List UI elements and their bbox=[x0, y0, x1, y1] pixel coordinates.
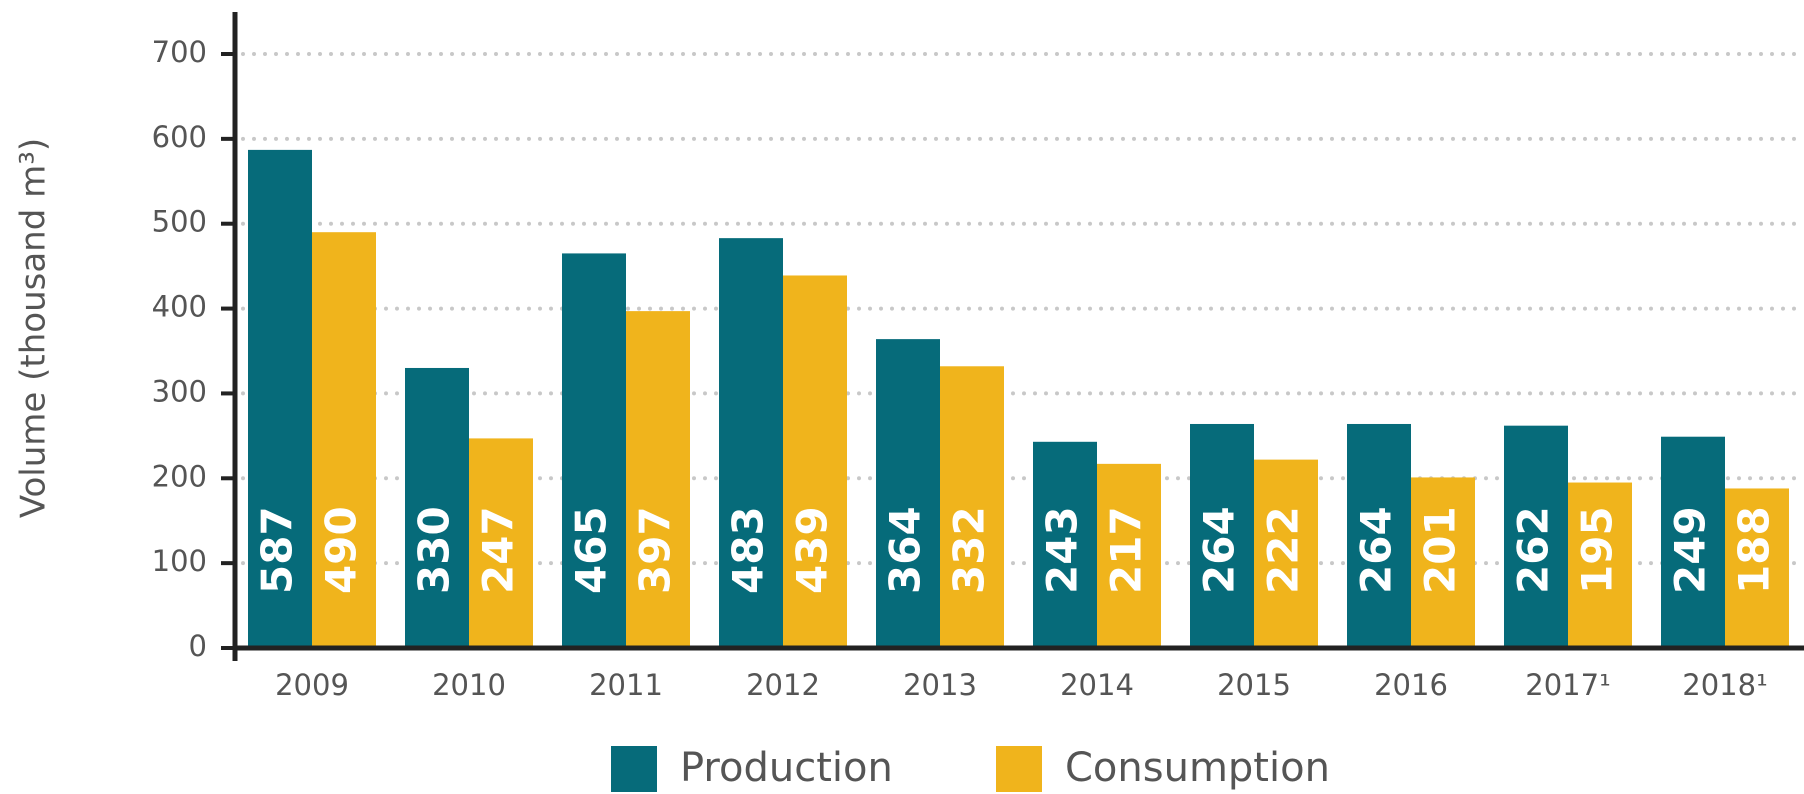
data-label: 262 bbox=[1509, 506, 1558, 594]
legend-swatch bbox=[611, 746, 657, 792]
bar bbox=[940, 366, 1004, 648]
y-tick-label: 500 bbox=[152, 205, 207, 239]
data-label: 188 bbox=[1730, 506, 1779, 594]
legend-swatch bbox=[996, 746, 1042, 792]
data-label: 330 bbox=[410, 506, 459, 594]
bar bbox=[1725, 488, 1789, 648]
data-label: 364 bbox=[881, 506, 930, 594]
x-tick-label: 2011 bbox=[589, 668, 663, 702]
y-axis-label: Volume (thousand m³) bbox=[14, 138, 54, 518]
y-tick-label: 300 bbox=[152, 374, 207, 408]
bar bbox=[783, 275, 847, 648]
bar bbox=[1661, 436, 1725, 648]
data-label: 332 bbox=[945, 506, 994, 594]
data-label: 247 bbox=[474, 506, 523, 594]
data-label: 201 bbox=[1416, 506, 1465, 594]
bar bbox=[562, 253, 626, 648]
data-label: 483 bbox=[724, 506, 773, 594]
bar bbox=[1504, 425, 1568, 648]
data-label: 222 bbox=[1259, 506, 1308, 594]
data-label: 439 bbox=[788, 506, 837, 594]
bar bbox=[405, 367, 469, 648]
x-tick-label: 2015 bbox=[1217, 668, 1291, 702]
data-label: 490 bbox=[317, 506, 366, 594]
bar bbox=[1190, 423, 1254, 648]
x-tick-label: 2012 bbox=[746, 668, 820, 702]
y-tick-label: 0 bbox=[189, 629, 207, 663]
bar bbox=[1254, 459, 1318, 648]
y-tick-label: 100 bbox=[152, 544, 207, 578]
data-label: 249 bbox=[1666, 506, 1715, 594]
x-tick-label: 2016 bbox=[1374, 668, 1448, 702]
bar bbox=[719, 238, 783, 648]
bar bbox=[1033, 441, 1097, 648]
data-label: 264 bbox=[1352, 506, 1401, 594]
x-tick-label: 2013 bbox=[903, 668, 977, 702]
x-tick-label: 2010 bbox=[432, 668, 506, 702]
data-label: 465 bbox=[567, 506, 616, 594]
bar bbox=[876, 339, 940, 648]
legend-label: Production bbox=[680, 745, 893, 791]
bar bbox=[626, 311, 690, 648]
x-tick-label: 2009 bbox=[275, 668, 349, 702]
bar bbox=[312, 232, 376, 648]
data-label: 217 bbox=[1102, 506, 1151, 594]
legend-label: Consumption bbox=[1065, 745, 1330, 791]
x-tick-label: 2014 bbox=[1060, 668, 1134, 702]
bar bbox=[1411, 477, 1475, 648]
bar bbox=[1097, 463, 1161, 648]
data-label: 195 bbox=[1573, 506, 1622, 594]
y-tick-label: 400 bbox=[152, 290, 207, 324]
data-label: 243 bbox=[1038, 506, 1087, 594]
bar bbox=[248, 149, 312, 649]
bar bbox=[469, 438, 533, 648]
y-tick-label: 600 bbox=[152, 120, 207, 154]
data-label: 264 bbox=[1195, 506, 1244, 594]
bar bbox=[1347, 423, 1411, 648]
data-label: 587 bbox=[253, 506, 302, 594]
y-tick-label: 200 bbox=[152, 459, 207, 493]
bar bbox=[1568, 482, 1632, 648]
x-tick-label: 2018¹ bbox=[1682, 668, 1767, 702]
x-tick-label: 2017¹ bbox=[1525, 668, 1610, 702]
y-tick-label: 700 bbox=[152, 35, 207, 69]
data-label: 397 bbox=[631, 506, 680, 594]
